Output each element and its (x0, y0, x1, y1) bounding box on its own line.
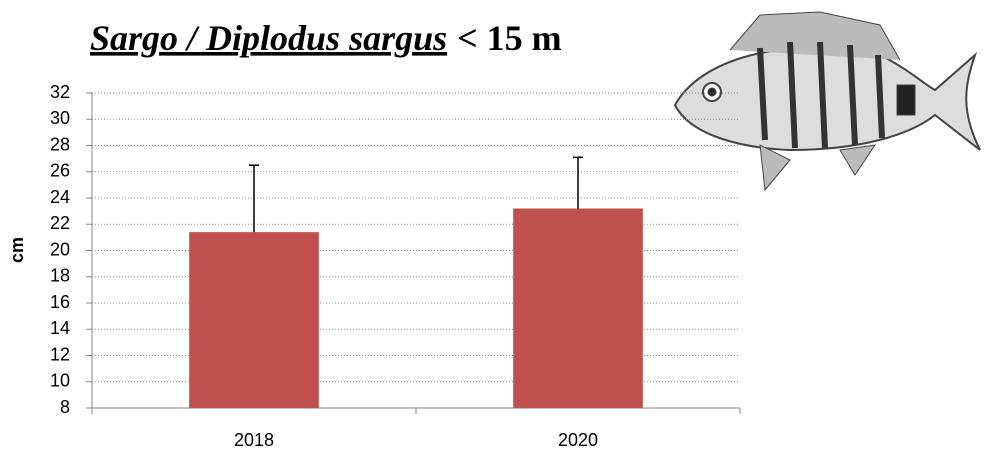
y-tick-label: 32 (50, 82, 70, 102)
x-tick-label: 2018 (234, 430, 274, 450)
fish-illustration (673, 11, 981, 192)
y-tick-label: 30 (50, 108, 70, 128)
y-tick-label: 22 (50, 213, 70, 233)
bar (513, 208, 643, 408)
title-depth: < 15 m (457, 18, 562, 58)
y-tick-label: 24 (50, 187, 70, 207)
y-tick-label: 16 (50, 292, 70, 312)
y-tick-label: 20 (50, 239, 70, 259)
y-tick-label: 14 (50, 318, 70, 338)
title-species: Sargo / Diplodus sargus (90, 18, 447, 58)
y-tick-label: 8 (60, 397, 70, 417)
y-tick-label: 26 (50, 161, 70, 181)
y-axis-label: cm (7, 237, 27, 263)
y-tick-label: 10 (50, 371, 70, 391)
y-tick-label: 28 (50, 134, 70, 154)
bar (189, 232, 319, 408)
y-tick-label: 12 (50, 344, 70, 364)
x-tick-label: 2020 (558, 430, 598, 450)
y-tick-label: 18 (50, 266, 70, 286)
chart-title: Sargo / Diplodus sargus < 15 m (90, 18, 562, 58)
